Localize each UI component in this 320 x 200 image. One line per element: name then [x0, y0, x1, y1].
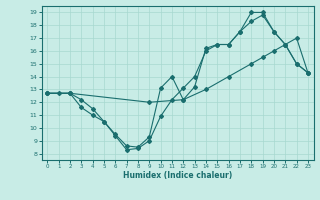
X-axis label: Humidex (Indice chaleur): Humidex (Indice chaleur) [123, 171, 232, 180]
